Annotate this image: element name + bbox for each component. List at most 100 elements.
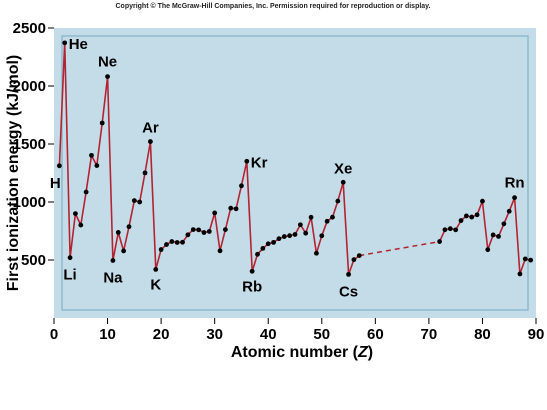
data-point: [319, 233, 325, 239]
data-point: [239, 183, 244, 189]
element-label-kr: Kr: [251, 154, 268, 171]
data-point: [506, 208, 512, 214]
data-point: [180, 239, 185, 245]
x-tick-label: 30: [206, 326, 223, 343]
y-tick-label: 1500: [13, 136, 46, 153]
data-point: [458, 218, 464, 223]
element-label-rn: Rn: [505, 175, 525, 192]
data-point: [121, 248, 127, 254]
data-point: [490, 232, 496, 238]
element-labels: H He Li Ne Na Ar K Kr Rb Xe Cs Rn: [50, 36, 525, 301]
x-axis-ticks: 0 10 20 30 40 50 60 70 80 90: [50, 318, 544, 343]
data-point: [185, 232, 191, 238]
data-point: [512, 195, 517, 201]
data-point: [351, 257, 357, 263]
element-label-na: Na: [103, 269, 123, 286]
data-point: [105, 74, 110, 80]
data-point: [115, 229, 121, 235]
data-point: [271, 239, 276, 245]
y-tick-label: 1000: [13, 194, 46, 211]
data-point: [340, 179, 346, 185]
data-point: [356, 253, 362, 258]
data-point: [260, 246, 266, 251]
data-point: [496, 234, 501, 239]
data-point: [447, 226, 453, 232]
data-point: [528, 257, 534, 263]
data-point: [346, 271, 351, 277]
element-label-h: H: [50, 175, 61, 192]
y-axis-label: First ionization energy (kJ/mol): [5, 55, 22, 291]
data-point: [249, 268, 255, 274]
element-label-he: He: [69, 36, 88, 53]
data-point: [67, 255, 73, 261]
data-point: [437, 239, 442, 244]
element-label-li: Li: [63, 267, 76, 284]
x-axis-label-suffix: ): [368, 344, 373, 361]
data-point: [233, 206, 239, 212]
data-point: [287, 233, 293, 239]
copyright-notice: Copyright © The McGraw-Hill Companies, I…: [115, 2, 430, 10]
data-point: [73, 211, 78, 217]
x-tick-label: 80: [474, 326, 491, 343]
x-tick-label: 60: [367, 326, 384, 343]
y-tick-label: 2500: [13, 20, 46, 37]
data-point: [517, 271, 523, 277]
data-point: [480, 198, 485, 204]
element-label-k: K: [150, 276, 161, 293]
data-point: [131, 198, 137, 204]
data-point: [78, 222, 84, 228]
data-point: [453, 227, 459, 233]
x-tick-label: 20: [153, 326, 170, 343]
data-point: [110, 258, 116, 263]
x-tick-label: 0: [50, 326, 58, 343]
data-point: [62, 40, 68, 46]
data-point: [501, 221, 507, 227]
x-axis-label-prefix: Atomic number (: [231, 344, 359, 361]
data-point: [94, 163, 100, 168]
data-point: [469, 214, 475, 220]
data-point: [314, 250, 319, 256]
x-tick-label: 40: [260, 326, 277, 343]
element-label-ar: Ar: [142, 120, 159, 137]
data-point: [56, 163, 62, 169]
element-label-xe: Xe: [334, 160, 352, 177]
data-point: [281, 234, 287, 239]
data-point: [463, 213, 469, 219]
data-point: [126, 224, 132, 230]
y-axis-ticks: 500 1000 1500 2000 2500: [13, 20, 54, 269]
x-axis-label-variable: Z: [357, 344, 369, 361]
x-tick-label: 10: [99, 326, 116, 343]
data-point: [244, 158, 250, 164]
data-point: [83, 189, 89, 195]
data-point: [308, 214, 314, 220]
data-point: [99, 120, 105, 126]
data-point: [265, 241, 271, 247]
data-point: [190, 227, 196, 233]
data-point: [206, 229, 212, 234]
data-point: [142, 170, 148, 176]
data-point: [442, 227, 448, 233]
element-label-rb: Rb: [242, 278, 262, 295]
data-point: [276, 236, 282, 242]
data-point: [335, 198, 341, 204]
data-point: [474, 212, 480, 218]
data-point: [153, 266, 159, 272]
data-point: [148, 139, 153, 144]
data-point: [196, 227, 202, 233]
lanthanide-gap-line: [359, 240, 440, 257]
data-point: [222, 227, 228, 233]
data-point: [212, 210, 218, 216]
data-point: [201, 230, 207, 235]
plot-frame: [61, 35, 529, 311]
x-axis-label: Atomic number (Z): [231, 344, 373, 361]
data-point: [297, 222, 303, 228]
y-tick-label: 500: [21, 252, 46, 269]
data-point: [89, 152, 94, 158]
data-point: [522, 256, 528, 262]
data-point: [330, 214, 335, 220]
data-point: [164, 242, 169, 247]
data-point: [255, 251, 260, 257]
data-point: [292, 232, 298, 237]
data-point: [137, 199, 143, 205]
